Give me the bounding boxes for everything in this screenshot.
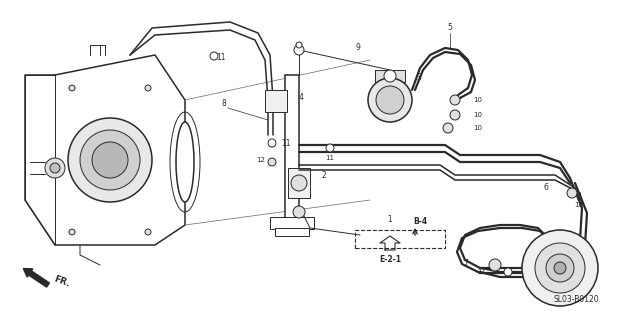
Circle shape [92,142,128,178]
Text: 11: 11 [216,54,225,62]
Text: 4: 4 [299,93,304,101]
Text: 9: 9 [356,43,360,51]
Text: 10: 10 [574,202,583,208]
Text: 3: 3 [416,73,421,83]
Circle shape [368,78,412,122]
Circle shape [291,175,307,191]
Circle shape [145,229,151,235]
Text: 2: 2 [322,171,327,180]
Circle shape [522,230,598,306]
Text: 12: 12 [256,157,265,163]
Bar [270,217,314,229]
Circle shape [69,85,75,91]
Circle shape [504,268,512,276]
Circle shape [326,144,334,152]
Text: SL03-B0120: SL03-B0120 [553,295,599,305]
Text: 10: 10 [473,125,482,131]
Circle shape [384,70,396,82]
Circle shape [567,188,577,198]
Text: E-2-1: E-2-1 [379,255,401,265]
Text: 11: 11 [282,139,291,147]
Circle shape [210,52,218,60]
Text: B-4: B-4 [413,217,427,226]
Text: FR.: FR. [52,274,71,288]
Circle shape [376,86,404,114]
Text: 6: 6 [543,184,548,192]
Circle shape [554,262,566,274]
Circle shape [268,139,276,147]
Circle shape [546,254,574,282]
Text: 11: 11 [477,269,486,275]
Circle shape [268,158,276,166]
Circle shape [80,130,140,190]
Circle shape [450,110,460,120]
Circle shape [69,229,75,235]
Bar [285,75,299,230]
Text: 1: 1 [388,215,392,225]
Circle shape [296,42,302,48]
Circle shape [489,259,501,271]
Text: 10: 10 [473,97,482,103]
Bar [275,228,309,236]
Bar [265,90,287,112]
Circle shape [50,163,60,173]
Text: 8: 8 [221,99,227,107]
Text: 7: 7 [463,259,468,267]
Text: 5: 5 [447,24,452,32]
Circle shape [145,85,151,91]
Circle shape [450,95,460,105]
Circle shape [68,118,152,202]
Text: 10: 10 [473,112,482,118]
Ellipse shape [176,122,194,202]
Circle shape [443,123,453,133]
Bar [355,230,445,248]
Circle shape [535,243,585,293]
Circle shape [293,206,305,218]
Bar [288,168,310,198]
Circle shape [294,45,304,55]
FancyArrow shape [23,269,49,287]
Bar [375,70,405,82]
Text: 11: 11 [326,155,335,161]
Circle shape [45,158,65,178]
